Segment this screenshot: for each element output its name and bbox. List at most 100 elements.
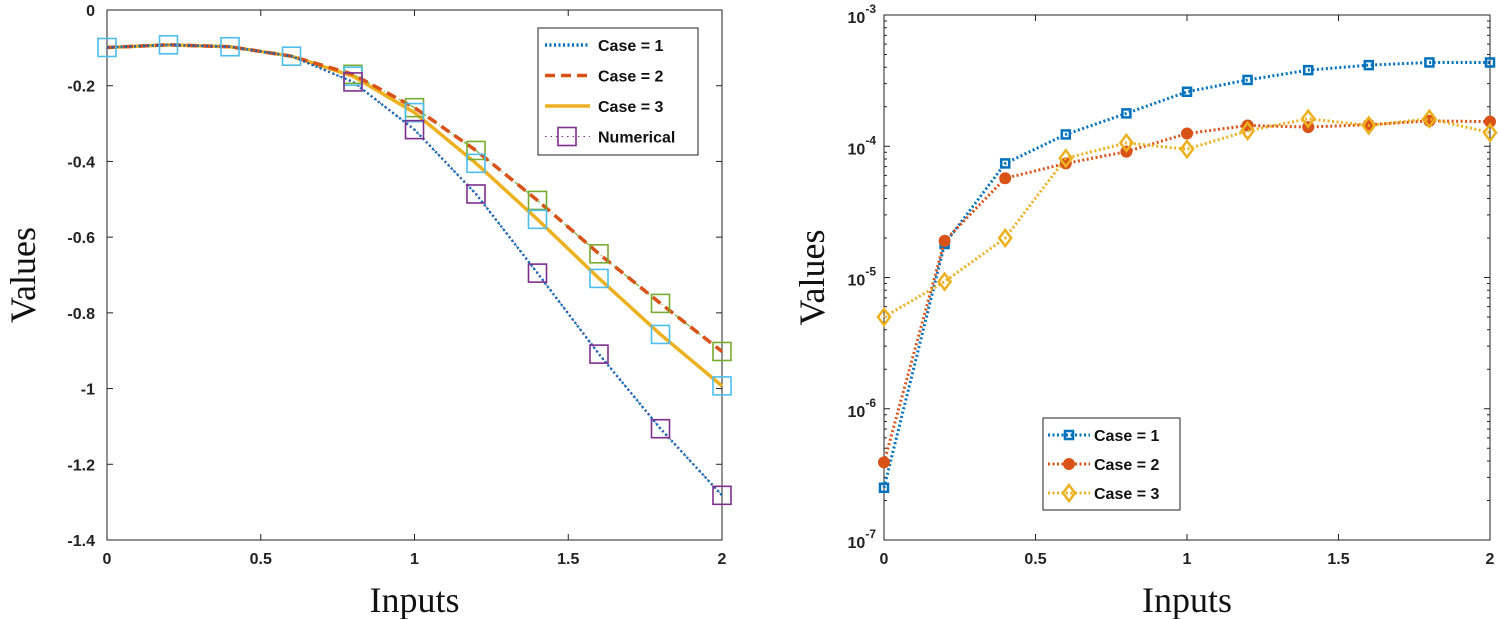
y-tick-label: -0.8 — [67, 306, 95, 323]
y-tick-base: 10 — [848, 404, 866, 421]
green-marker — [589, 244, 609, 264]
cyan-marker — [527, 209, 548, 230]
legend-label: Case = 1 — [598, 38, 663, 55]
series-line-case-1 — [882, 60, 1490, 489]
data-point — [878, 456, 890, 469]
cyan-marker — [97, 37, 117, 58]
y-tick-label: 10-4 — [848, 133, 877, 158]
legend-label: Case = 3 — [598, 99, 663, 116]
data-point — [1482, 122, 1498, 143]
legend-label: Numerical — [598, 130, 675, 147]
data-point — [1302, 64, 1314, 76]
legend-marker — [1063, 458, 1075, 470]
data-point — [1058, 148, 1074, 169]
legend-marker — [1061, 482, 1077, 504]
legend: Case = 1 Case = 2 Case = 3 Numerical — [537, 27, 699, 156]
data-point — [997, 227, 1013, 249]
x-axis-label: Inputs — [370, 580, 460, 619]
y-tick-exponent: -3 — [865, 2, 876, 16]
data-point — [1118, 132, 1134, 154]
plot-1: 0 0.5 1 1.5 2 0 -0.2 -0.4 -0.6 -0.8 -1 -1.2 -1.4 Inpu… — [3, 3, 732, 619]
data-point — [876, 306, 892, 328]
numerical-marker — [343, 72, 363, 92]
y-tick-exponent: -4 — [865, 133, 876, 147]
y-tick-label: 10-3 — [848, 2, 877, 27]
y-tick-label: 0 — [86, 3, 95, 20]
data-point — [1179, 139, 1195, 160]
data-point — [1060, 129, 1072, 140]
legend-label: Case = 2 — [598, 69, 663, 86]
x-axis-label: Inputs — [1142, 580, 1232, 619]
data-point — [938, 234, 951, 247]
axes-box — [883, 14, 1491, 541]
data-point — [1484, 115, 1496, 128]
legend-label: Case = 1 — [1094, 428, 1159, 445]
cyan-marker — [712, 376, 732, 396]
y-tick-base: 10 — [848, 535, 866, 552]
x-tick-label: 1 — [1183, 551, 1192, 568]
data-point — [1424, 57, 1435, 68]
y-axis-label: Values — [3, 227, 43, 323]
y-axis-label: Values — [792, 230, 832, 326]
data-point — [1242, 74, 1253, 86]
x-tick-label: 1.5 — [557, 551, 579, 568]
cyan-marker — [466, 153, 486, 174]
numerical-marker — [650, 418, 671, 439]
cyan-marker — [650, 324, 671, 345]
data-point — [1421, 108, 1437, 129]
numerical-marker — [404, 119, 425, 140]
y-tick-label: -1.4 — [67, 533, 95, 550]
legend-box — [537, 27, 699, 156]
x-tick-label: 2 — [1486, 551, 1495, 568]
legend-label: Case = 3 — [1094, 486, 1159, 503]
green-marker — [712, 341, 732, 362]
cyan-marker — [281, 46, 302, 66]
y-tick-base: 10 — [848, 273, 866, 290]
cyan-marker — [158, 35, 179, 55]
legend-marker — [557, 126, 577, 147]
y-tick-label: -0.2 — [67, 79, 95, 96]
legend-label: Case = 2 — [1094, 457, 1159, 474]
x-tick-label: 0.5 — [1024, 551, 1046, 568]
y-tick-label: 10-5 — [848, 265, 877, 290]
x-tick-label: 1.5 — [1327, 551, 1349, 568]
x-tick-label: 2 — [718, 551, 727, 568]
y-tick-label: -0.4 — [67, 154, 95, 171]
y-tick-base: 10 — [848, 10, 866, 27]
data-point — [1300, 108, 1316, 129]
data-point — [999, 172, 1012, 185]
x-tick-label: 1 — [410, 551, 419, 568]
data-point — [1361, 115, 1377, 136]
legend-marker — [1063, 429, 1075, 441]
series-line-case-2 — [106, 43, 724, 353]
cyan-marker — [220, 36, 240, 57]
data-point — [1240, 120, 1256, 141]
data-point — [878, 482, 890, 494]
data-point — [999, 158, 1011, 169]
data-point — [1181, 86, 1193, 98]
data-point — [937, 271, 953, 292]
numerical-marker — [589, 344, 609, 364]
green-marker — [466, 140, 486, 161]
x-tick-label: 0 — [103, 551, 112, 568]
y-tick-label: -0.6 — [67, 230, 95, 247]
data-point — [1363, 59, 1375, 71]
y-tick-label: 10-7 — [848, 527, 877, 552]
green-marker — [527, 190, 548, 211]
data-point — [1484, 57, 1496, 68]
y-tick-exponent: -6 — [865, 396, 876, 410]
cyan-marker — [589, 268, 609, 289]
x-tick-label: 0 — [880, 551, 889, 568]
y-tick-exponent: -5 — [865, 265, 876, 279]
numerical-marker — [712, 485, 732, 506]
data-point — [1181, 127, 1193, 140]
numerical-marker — [466, 184, 486, 204]
x-tick-label: 0.5 — [250, 551, 272, 568]
series-line-case-1 — [106, 43, 723, 497]
data-point — [1121, 108, 1132, 119]
plot-2: 0 0.5 1 1.5 210-310-410-510-610-7InputsValue… — [792, 2, 1498, 619]
legend: Case = 1 Case = 2 Case = 3 — [1042, 417, 1181, 511]
cyan-marker — [404, 102, 425, 123]
y-tick-label: 10-6 — [848, 396, 877, 421]
